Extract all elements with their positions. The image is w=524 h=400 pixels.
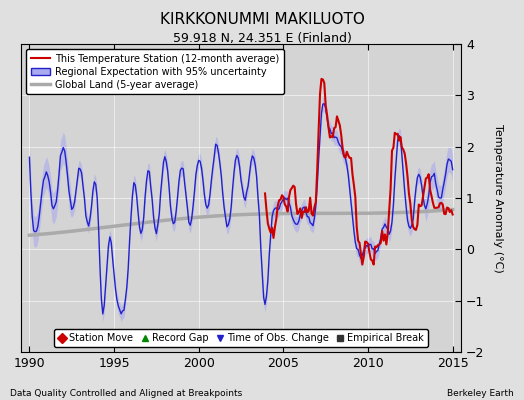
Legend: Station Move, Record Gap, Time of Obs. Change, Empirical Break: Station Move, Record Gap, Time of Obs. C… (54, 329, 428, 347)
Y-axis label: Temperature Anomaly (°C): Temperature Anomaly (°C) (493, 124, 503, 272)
Text: Data Quality Controlled and Aligned at Breakpoints: Data Quality Controlled and Aligned at B… (10, 389, 243, 398)
Text: Berkeley Earth: Berkeley Earth (447, 389, 514, 398)
Text: 59.918 N, 24.351 E (Finland): 59.918 N, 24.351 E (Finland) (172, 32, 352, 45)
Text: KIRKKONUMMI MAKILUOTO: KIRKKONUMMI MAKILUOTO (160, 12, 364, 27)
